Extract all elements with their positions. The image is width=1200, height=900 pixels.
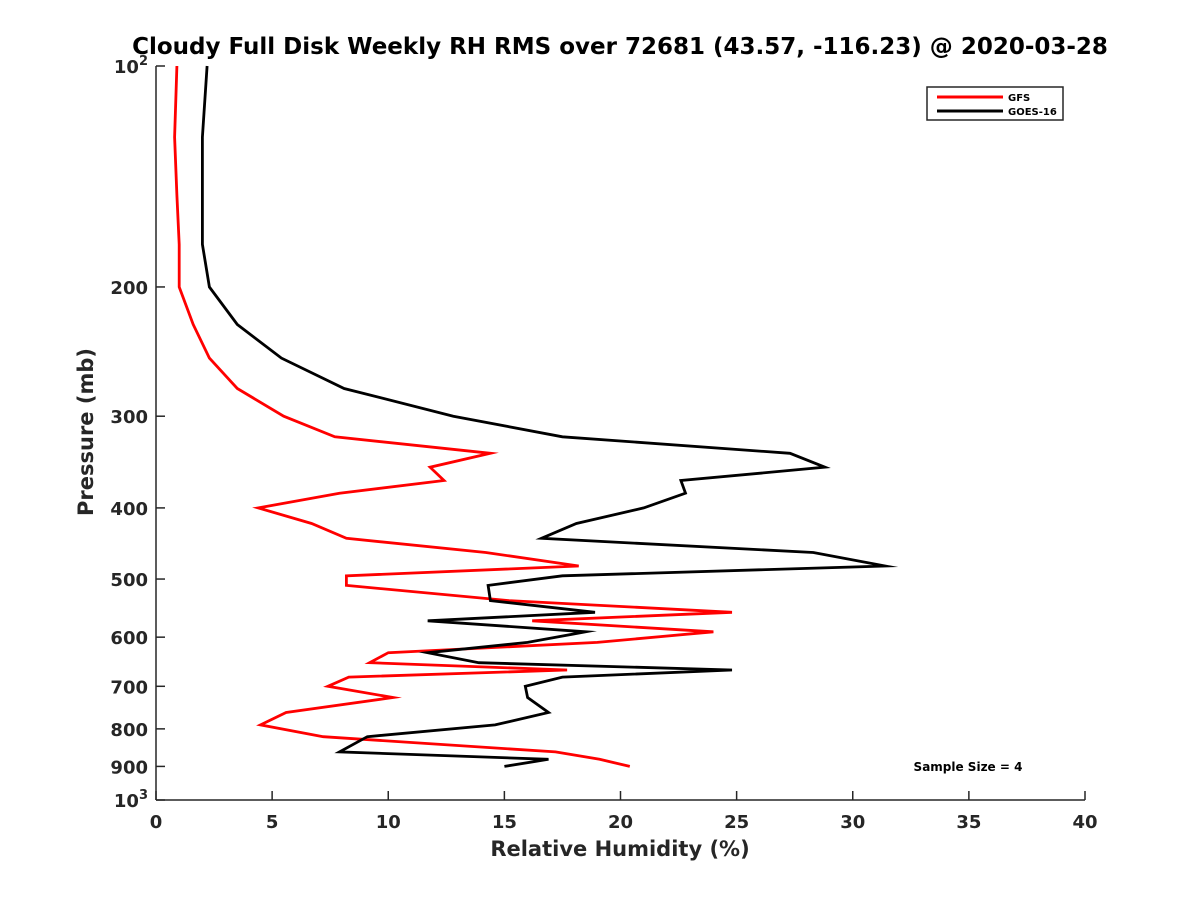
x-tick-label: 15 <box>492 812 517 833</box>
series-line-gfs <box>173 65 733 768</box>
y-tick-label: 103 <box>114 788 148 812</box>
y-tick-label: 800 <box>110 720 148 741</box>
series-line-goes16 <box>200 65 899 768</box>
legend-label-goes16: GOES-16 <box>1008 107 1057 118</box>
x-tick-label: 25 <box>724 812 749 833</box>
x-tick-label: 30 <box>840 812 865 833</box>
y-tick-label: 700 <box>110 677 148 698</box>
y-tick-label: 300 <box>110 407 148 428</box>
legend: GFS GOES-16 <box>926 86 1064 121</box>
plot-area <box>155 66 1085 801</box>
x-tick-label: 20 <box>608 812 633 833</box>
y-tick-label: 600 <box>110 628 148 649</box>
y-tick-label: 400 <box>110 499 148 520</box>
y-tick-label: 200 <box>110 278 148 299</box>
y-axis-label: Pressure (mb) <box>74 348 98 516</box>
legend-label-gfs: GFS <box>1008 93 1030 104</box>
x-axis-label: Relative Humidity (%) <box>490 837 749 861</box>
y-axis-ticks: 102 200 300 400 500 600 700 800 900 103 <box>110 54 165 812</box>
y-tick-label: 102 <box>114 54 148 78</box>
x-tick-label: 5 <box>266 812 279 833</box>
series-layer <box>173 65 899 768</box>
x-tick-label: 10 <box>376 812 401 833</box>
x-tick-label: 0 <box>150 812 163 833</box>
x-axis-ticks: 0 5 10 15 20 25 30 35 40 <box>150 791 1098 833</box>
y-tick-label: 500 <box>110 570 148 591</box>
x-tick-label: 35 <box>956 812 981 833</box>
y-tick-label: 900 <box>110 757 148 778</box>
x-tick-label: 40 <box>1072 812 1097 833</box>
sample-size-annotation: Sample Size = 4 <box>914 760 1023 774</box>
chart-title: Cloudy Full Disk Weekly RH RMS over 7268… <box>132 34 1108 60</box>
legend-box <box>926 86 1064 121</box>
